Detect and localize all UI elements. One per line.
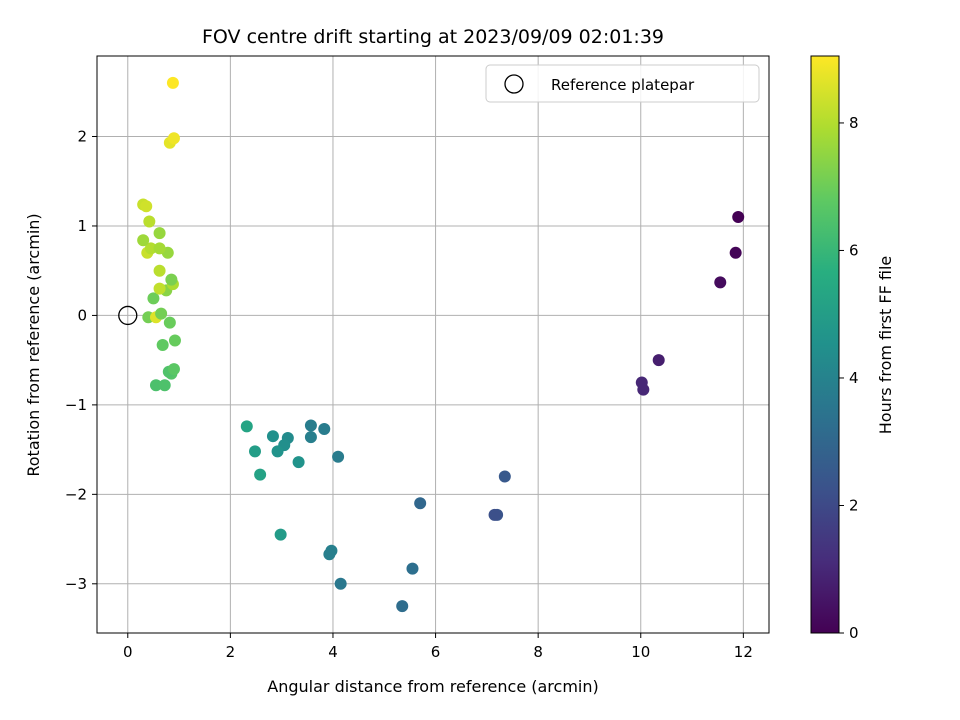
plot-frame [96,55,770,634]
data-point [498,470,511,483]
data-point [332,450,345,463]
reference-platepar-marker [118,305,138,326]
data-point [292,456,305,469]
data-point [652,354,665,367]
data-point [714,276,727,289]
colorbar-tick-label: 2 [849,496,859,514]
data-point [149,379,162,392]
data-point [266,430,279,443]
data-point [318,423,331,436]
colorbar-ticks: 0 2 4 6 8 [839,114,859,642]
legend-marker-icon [504,74,524,94]
data-point [147,292,160,305]
data-point [140,200,153,213]
data-point [637,383,650,396]
colorbar-tick-label: 4 [849,369,859,387]
colorbar-label: Hours from first FF file [876,256,895,435]
data-point [732,211,745,224]
data-point [274,528,287,541]
colorbar-tick-label: 8 [849,114,859,132]
data-point [156,338,169,351]
data-point [414,497,427,510]
data-point [166,76,179,89]
x-tick-label: 4 [328,643,338,661]
x-tick-label: 10 [631,643,650,661]
y-axis-label: Rotation from reference (arcmin) [24,213,43,476]
data-point [304,419,317,432]
data-point [153,242,166,255]
data-point [143,215,156,228]
x-tick-label: 12 [734,643,753,661]
legend-entry-reference-platepar: Reference platepar [551,76,695,94]
y-tick-label: −3 [65,575,87,593]
data-point [144,242,157,255]
colorbar [810,55,840,634]
plot-area [97,56,769,633]
data-point [396,600,409,613]
data-point [271,445,284,458]
y-tick-label: −1 [65,396,87,414]
y-tick-label: 2 [77,128,87,146]
data-point [168,334,181,347]
data-point [406,562,419,575]
data-point [137,234,150,247]
x-axis-label: Angular distance from reference (arcmin) [267,677,598,696]
x-tick-label: 2 [226,643,236,661]
data-point [240,420,253,433]
data-point [155,307,168,320]
data-point [488,508,501,521]
legend-box [485,64,760,103]
chart-title: FOV centre drift starting at 2023/09/09 … [202,26,664,48]
x-axis-ticks: 0 2 4 6 8 10 12 [123,633,753,661]
data-points [137,76,745,613]
x-tick-label: 0 [123,643,133,661]
colorbar-tick-label: 0 [849,624,859,642]
data-point [334,577,347,590]
y-tick-label: −2 [65,485,87,503]
y-axis-ticks: −3 −2 −1 0 1 2 [65,128,97,593]
data-point [304,431,317,444]
data-point [153,282,166,295]
data-point [167,363,180,376]
x-tick-label: 6 [431,643,441,661]
data-point [323,548,336,561]
data-point [153,227,166,240]
data-point [165,273,178,286]
data-point [153,264,166,277]
data-point [729,246,742,259]
legend: Reference platepar [485,64,760,103]
grid [97,56,769,633]
data-point [167,132,180,145]
data-point [248,445,261,458]
colorbar-tick-label: 6 [849,241,859,259]
y-tick-label: 1 [77,217,87,235]
x-tick-label: 8 [533,643,543,661]
data-point [158,379,171,392]
data-point [254,468,267,481]
data-point [163,316,176,329]
y-tick-label: 0 [77,306,87,324]
